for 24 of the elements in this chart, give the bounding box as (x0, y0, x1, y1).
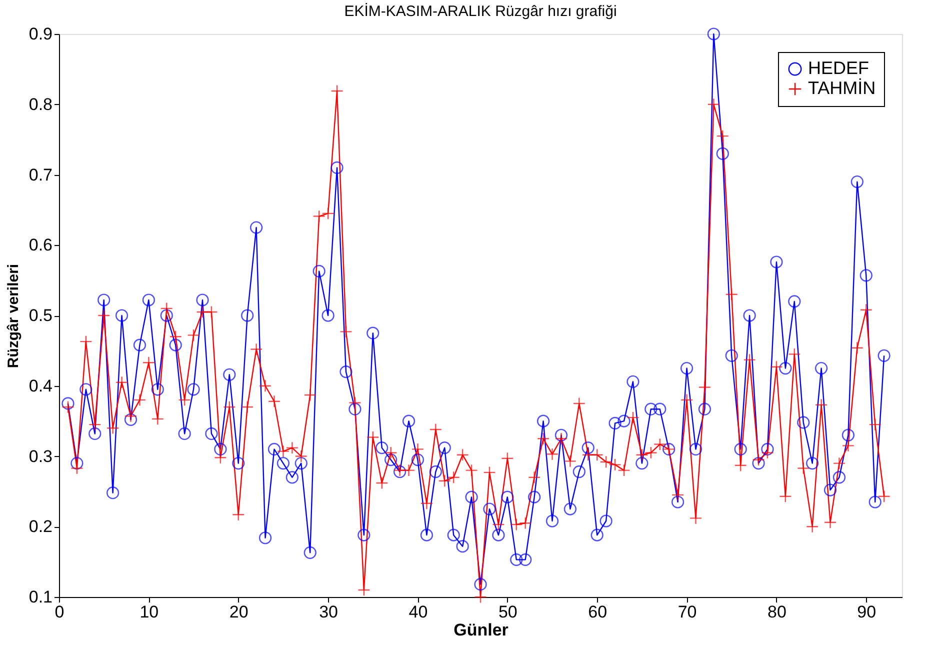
x-tick-label: 60 (588, 602, 608, 622)
x-tick-label: 50 (498, 602, 518, 622)
y-tick-label: 0.1 (28, 588, 52, 606)
x-tick-label: 10 (140, 602, 159, 622)
y-tick-label: 0.5 (28, 306, 52, 325)
chart-title: EKİM-KASIM-ARALIK Rüzgâr hızı grafiği (344, 2, 617, 20)
y-axis-title: Rüzgâr verileri (4, 264, 22, 368)
x-tick-label: 80 (767, 602, 786, 622)
x-tick-label: 30 (319, 602, 338, 622)
x-tick-label: 0 (54, 602, 64, 622)
legend-label: TAHMİN (808, 78, 876, 98)
y-tick-label: 0.6 (28, 236, 52, 255)
x-tick-label: 70 (678, 602, 697, 622)
y-tick-label: 0.9 (28, 24, 52, 44)
x-tick-label: 40 (408, 602, 428, 622)
y-tick-label: 0.4 (28, 376, 52, 396)
x-tick-label: 90 (857, 602, 876, 622)
x-axis-title: Günler (454, 620, 509, 640)
y-tick-label: 0.8 (28, 94, 52, 114)
legend-label: HEDEF (808, 58, 870, 78)
y-tick-label: 0.2 (28, 517, 52, 536)
y-tick-label: 0.7 (28, 165, 52, 184)
y-tick-label: 0.3 (28, 446, 52, 466)
x-tick-label: 20 (229, 602, 248, 622)
